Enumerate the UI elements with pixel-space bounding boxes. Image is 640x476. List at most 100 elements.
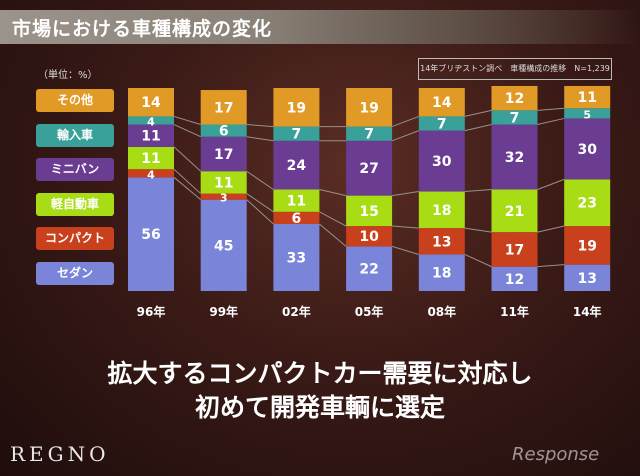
data-label: 11 — [577, 90, 596, 106]
bar-segment — [564, 118, 611, 180]
legend-item: その他 — [36, 89, 114, 112]
data-label: 11 — [141, 129, 160, 145]
x-tick-label: 08年 — [427, 304, 456, 319]
bar-segment — [346, 140, 393, 196]
data-label: 5 — [583, 108, 591, 121]
data-label: 6 — [292, 211, 302, 227]
connector-line — [173, 146, 202, 172]
data-label: 14 — [141, 95, 161, 111]
data-label: 30 — [577, 142, 597, 158]
data-label: 4 — [147, 168, 155, 181]
connector-line — [537, 117, 565, 126]
legend-item: セダン — [36, 261, 114, 285]
data-label: 12 — [505, 91, 524, 107]
regno-logo: REGNO — [10, 442, 110, 466]
bar-segment — [418, 130, 465, 192]
bar-segment — [564, 85, 611, 109]
bar-segment — [491, 110, 538, 125]
data-label: 19 — [287, 100, 306, 116]
data-label: 19 — [577, 238, 596, 254]
bar-segment — [418, 88, 465, 117]
x-tick-label: 05年 — [355, 304, 384, 319]
data-label: 23 — [577, 196, 596, 212]
connector-line — [246, 170, 274, 190]
bar-segment — [128, 116, 174, 125]
data-label: 17 — [214, 100, 233, 116]
connector-line — [464, 227, 492, 233]
connector-line — [464, 254, 492, 268]
data-label: 10 — [359, 229, 379, 245]
connector-line — [392, 191, 419, 197]
legend-item: 輸入車 — [36, 123, 114, 147]
bar-segment — [273, 211, 320, 225]
data-label: 7 — [437, 117, 447, 133]
bar-segment — [273, 189, 320, 212]
data-label: 17 — [214, 147, 233, 163]
connector-line — [246, 193, 274, 213]
bar-segment — [346, 226, 393, 247]
x-tick-label: 99年 — [209, 304, 238, 319]
connector-line — [537, 107, 565, 111]
connector-line — [319, 211, 347, 227]
bar-segment — [200, 124, 247, 137]
connector-line — [246, 199, 274, 225]
data-label: 14 — [432, 95, 452, 111]
data-label: 56 — [141, 227, 160, 243]
data-label: 13 — [432, 234, 451, 250]
data-label: 19 — [359, 100, 378, 116]
data-label: 12 — [505, 272, 524, 288]
connector-line — [391, 130, 419, 142]
bar-segment — [128, 88, 174, 117]
connector-line — [391, 115, 419, 128]
bar-segment — [564, 179, 611, 227]
message-line-2: 初めて開発車輌に選定 — [194, 393, 445, 422]
connector-line — [537, 225, 565, 233]
x-tick-label: 14年 — [573, 304, 602, 319]
bar-segment — [418, 116, 465, 131]
data-label: 18 — [432, 203, 451, 219]
bar-segment — [200, 199, 247, 291]
bar-segment — [491, 189, 538, 233]
bar-segment — [418, 254, 465, 291]
bar-segment — [128, 177, 174, 291]
bar-segment — [346, 195, 393, 227]
bar-segment — [273, 140, 320, 190]
bar-segment — [346, 126, 393, 141]
data-label: 4 — [147, 115, 155, 128]
bar-segment — [128, 124, 174, 147]
bar-segment — [128, 146, 174, 170]
bar-segment — [491, 266, 538, 291]
connector-line — [537, 264, 565, 268]
bar-segment — [491, 85, 538, 111]
legend-item: ミニバン — [36, 158, 114, 181]
data-label: 21 — [505, 204, 524, 220]
data-label: 11 — [287, 194, 306, 210]
bar-segment — [200, 193, 247, 200]
connector-line — [464, 109, 492, 117]
chart-title: 市場における車種構成の変化 — [12, 18, 273, 40]
bar-segment — [564, 108, 611, 119]
connector-line — [392, 225, 419, 229]
bar-segment — [200, 90, 247, 125]
data-label: 33 — [287, 251, 306, 267]
response-watermark: Response — [512, 444, 600, 465]
source-note: 14年ブリヂストン調べ 車種構成の推移 N=1,239 — [418, 58, 612, 80]
connector-line — [319, 189, 347, 197]
connector-line — [464, 124, 492, 132]
bar-segment — [128, 169, 174, 178]
bar-segment — [491, 124, 538, 190]
bar-segment — [418, 191, 465, 229]
message-line-1: 拡大するコンパクトカー需要に対応し — [107, 359, 533, 388]
data-label: 13 — [577, 271, 596, 287]
x-tick-label: 96年 — [137, 304, 166, 319]
connector-line — [173, 176, 202, 201]
connector-line — [173, 168, 202, 194]
data-label: 7 — [292, 127, 302, 143]
bar-segment — [200, 171, 247, 194]
bar-segment — [564, 226, 611, 265]
data-label: 24 — [287, 158, 307, 174]
legend-item: コンパクト — [36, 227, 114, 250]
data-label: 11 — [214, 175, 233, 191]
data-label: 7 — [364, 127, 374, 143]
